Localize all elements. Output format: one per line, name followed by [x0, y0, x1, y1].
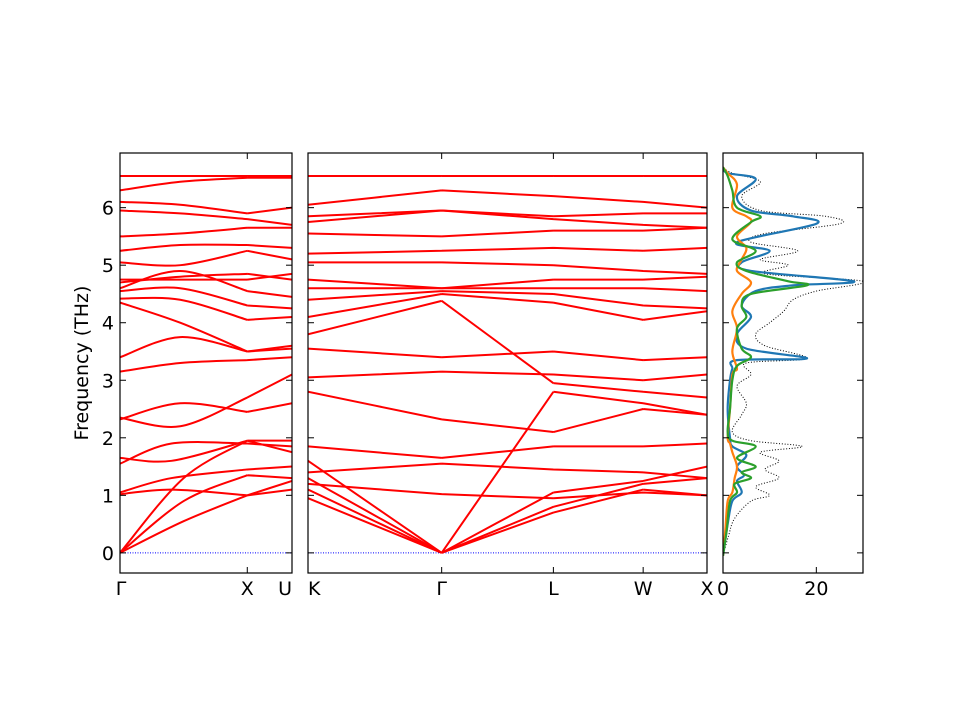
dos-curve-4 [723, 166, 810, 556]
dos-plot-area [723, 166, 863, 556]
y-tick-label: 5 [102, 255, 114, 277]
phonon-band-15 [120, 269, 292, 298]
y-tick-label: 3 [102, 370, 114, 392]
band-plot-area [308, 175, 707, 554]
y-axis-label: Frequency (THz) [71, 286, 93, 441]
axes-frame [307, 152, 708, 574]
phonon-band-5 [308, 482, 707, 500]
phonon-band-4 [120, 479, 292, 497]
phonon-band-4 [308, 390, 707, 554]
phonon-band-7 [308, 442, 707, 459]
x-tick-label: 20 [804, 578, 828, 600]
phonon-band-18 [120, 249, 292, 267]
y-tick-label: 0 [102, 543, 114, 565]
phonon-band-15 [308, 275, 707, 290]
phonon-band-1 [308, 488, 707, 554]
axes-frame [119, 152, 293, 574]
dos-panel: 0 20 [717, 152, 864, 600]
phonon-band-7 [120, 439, 292, 463]
x-tick-label: W [634, 578, 653, 600]
phonon-band-13 [308, 290, 707, 310]
phonon-band-20 [120, 226, 292, 238]
phonon-band-17 [120, 272, 292, 281]
phonon-band-17 [308, 246, 707, 255]
phonon-band-9 [308, 370, 707, 382]
phonon-band-21 [120, 209, 292, 226]
x-tick-label: K [308, 578, 321, 600]
phonon-band-9 [120, 373, 292, 428]
x-tick-label: X [241, 578, 254, 600]
x-tick-label: L [548, 578, 559, 600]
y-tick-label: 6 [102, 198, 114, 220]
phonon-band-14 [120, 286, 292, 310]
axes-frame [722, 152, 864, 574]
phonon-band-10 [308, 347, 707, 362]
y-tick-label: 1 [102, 485, 114, 507]
phonon-band-19 [308, 209, 707, 229]
phonon-band-20 [308, 209, 707, 218]
phonon-band-18 [308, 226, 707, 238]
x-tick-label: Γ [116, 578, 127, 600]
phonon-band-19 [120, 243, 292, 252]
phonon-band-12 [308, 292, 707, 321]
phonon-band-6 [308, 462, 707, 480]
x-tick-label: X [700, 578, 713, 600]
phonon-band-13 [120, 296, 292, 321]
y-tick-label: 2 [102, 428, 114, 450]
band-panel-gamma-x-u: Γ X U 0 1 2 3 4 5 6 [102, 152, 293, 600]
x-tick-label: Γ [436, 578, 447, 600]
x-tick-label: U [278, 578, 292, 600]
band-plot-area [120, 175, 292, 554]
phonon-band-14 [308, 287, 707, 293]
y-tick-label: 4 [102, 313, 114, 335]
phonon-band-6 [120, 441, 292, 465]
phonon-band-12 [120, 301, 292, 353]
phonon-band-10 [120, 356, 292, 373]
phonon-band-2 [308, 477, 707, 554]
phonon-band-16 [308, 261, 707, 275]
phonon-band-8 [120, 402, 292, 421]
phonon-band-23 [120, 176, 292, 192]
phonon-band-2 [120, 474, 292, 554]
phonon-band-21 [308, 189, 707, 209]
phonon-band-5 [120, 465, 292, 494]
phonon-band-3 [308, 465, 707, 554]
phonon-band-8 [308, 390, 707, 434]
phonon-band-11 [308, 299, 707, 399]
x-tick-label: 0 [717, 578, 729, 600]
